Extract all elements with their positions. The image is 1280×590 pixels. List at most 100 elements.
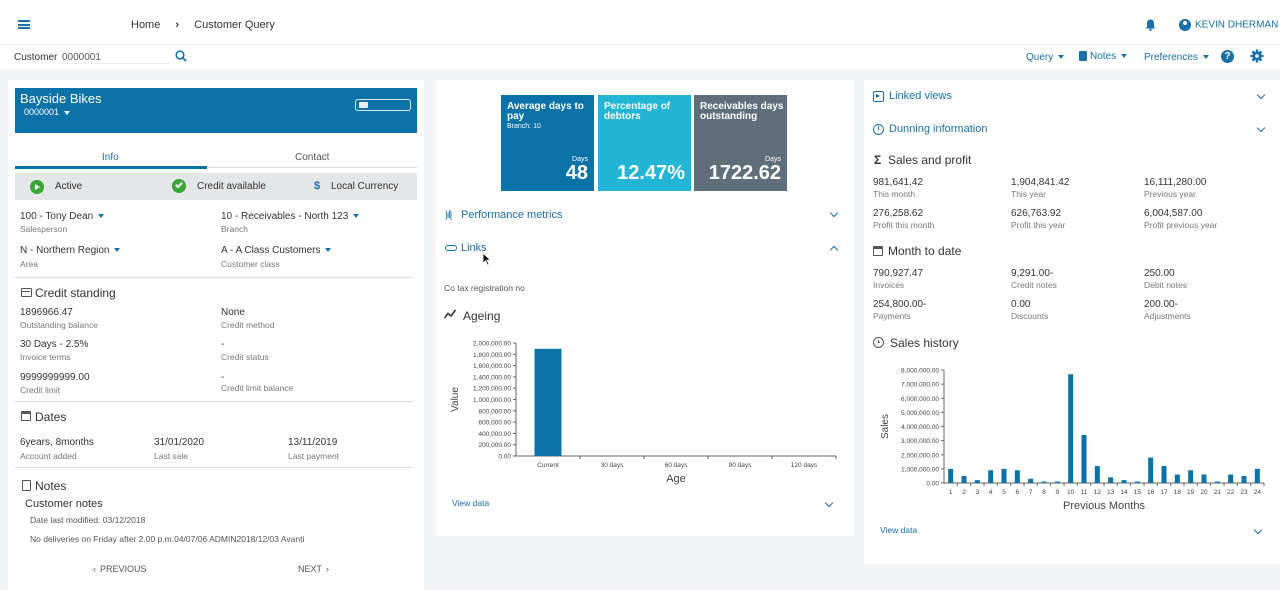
hamburger-icon[interactable] [18, 20, 30, 29]
profit-previous-year-label: Profit previous year [1144, 220, 1218, 230]
chevron-down-icon [325, 248, 332, 253]
user-menu[interactable]: KEVIN DHERMAN [1179, 19, 1278, 31]
search-icon[interactable] [175, 50, 187, 65]
y-tick-label: 0.00 [926, 481, 939, 488]
salesperson-label: Salesperson [20, 224, 68, 234]
discounts-label: Discounts [1011, 311, 1049, 321]
bar [1188, 470, 1194, 483]
chevron-right-icon: › [326, 564, 330, 574]
link-icon [445, 245, 457, 251]
sales-view-data-link[interactable]: View data [880, 525, 918, 535]
chevron-up-icon[interactable] [829, 245, 839, 255]
tile-value: 48 [565, 162, 588, 184]
customer-class-label: Customer class [221, 259, 280, 269]
metrics-panel: Average days to pay Branch: 10 Days 48 P… [436, 80, 854, 536]
y-tick-label: 8,000,000.00 [901, 368, 939, 375]
tile-average-days-to-pay[interactable]: Average days to pay Branch: 10 Days 48 [501, 95, 594, 191]
chevron-down-icon [1202, 55, 1209, 60]
x-tick-label: 7 [1029, 489, 1033, 496]
area-label: Area [20, 259, 38, 269]
tile-value: 1722.62 [708, 162, 781, 184]
query-menu[interactable]: Query [1026, 52, 1065, 63]
area-dropdown[interactable]: N - Northern Region [20, 245, 121, 256]
notes-menu[interactable]: Notes [1079, 51, 1128, 62]
x-tick-label: 20 [1200, 489, 1208, 496]
performance-icon: |ıl| [445, 210, 452, 221]
gear-icon[interactable] [1250, 49, 1264, 66]
sales-profit-title: Sales and profit [888, 153, 972, 167]
previous-label: PREVIOUS [100, 564, 147, 574]
chevron-down-icon[interactable] [1256, 90, 1266, 100]
last-sale-label: Last sale [154, 451, 189, 461]
breadcrumb-home[interactable]: Home [131, 19, 161, 31]
preferences-menu[interactable]: Preferences [1144, 52, 1209, 63]
customer-class-dropdown[interactable]: A - A Class Customers [221, 245, 332, 256]
y-tick-label: 400,000.00 [478, 431, 511, 438]
tile-title: Average days to pay [507, 101, 584, 122]
chevron-down-icon [98, 214, 105, 219]
notes-text: No deliveries on Friday after 2.00 p.m.0… [30, 534, 305, 544]
profit-this-month-label: Profit this month [873, 220, 935, 230]
credit-limit-balance-label: Credit limit balance [221, 383, 294, 393]
customer-search-input[interactable]: 0000001 [62, 52, 170, 64]
x-tick-label: 11 [1081, 489, 1088, 496]
x-tick-label: 4 [989, 489, 993, 496]
branch-dropdown[interactable]: 10 - Receivables - North 123 [221, 211, 360, 222]
x-tick-label: 24 [1254, 489, 1262, 496]
notes-subtitle: Customer notes [25, 498, 103, 510]
chevron-down-icon[interactable] [1253, 525, 1263, 535]
chevron-down-icon[interactable] [824, 498, 834, 508]
salesperson-dropdown[interactable]: 100 - Tony Dean [20, 211, 105, 222]
invoices-value: 790,927.47 [873, 268, 924, 279]
bar [534, 348, 562, 456]
next-button[interactable]: NEXT › [298, 564, 329, 574]
customer-toggle[interactable] [355, 99, 411, 111]
customer-code-dropdown[interactable]: 0000001 [24, 107, 71, 117]
x-tick-label: 13 [1107, 489, 1115, 496]
bar [1014, 470, 1020, 483]
links-header[interactable]: Links [461, 242, 487, 254]
tile-receivables-days[interactable]: Receivables days outstanding Days 1722.6… [694, 95, 787, 191]
y-tick-label: 1,000,000.00 [901, 466, 939, 473]
chevron-down-icon[interactable] [829, 208, 839, 218]
top-bar: Home › Customer Query KEVIN DHERMAN [0, 0, 1280, 44]
performance-metrics-header[interactable]: Performance metrics [461, 209, 563, 221]
dunning-information-header[interactable]: Dunning information [889, 123, 988, 135]
query-label: Query [1026, 52, 1054, 63]
ageing-view-data-link[interactable]: View data [452, 498, 490, 508]
tab-info[interactable]: Info [102, 152, 119, 163]
bar [1028, 478, 1034, 483]
account-added-value: 6years, 8months [20, 437, 94, 448]
y-tick-label: 2,000,000.00 [473, 341, 511, 348]
bell-icon[interactable] [1145, 19, 1156, 31]
y-tick-label: 0.00 [498, 454, 511, 461]
sales-this-year-label: This year [1011, 189, 1046, 199]
bar [1134, 481, 1140, 483]
tab-contact[interactable]: Contact [295, 152, 330, 163]
x-axis-label: Age [666, 473, 686, 485]
notes-icon [22, 480, 31, 491]
ageing-chart: 2,000,000.00 1,800,000.00 1,600,000.00 1,40… [450, 341, 837, 485]
divider [15, 467, 413, 468]
x-tick-label: 17 [1160, 489, 1168, 496]
active-status: Active [55, 181, 83, 192]
x-tick-label: 5 [1002, 489, 1006, 496]
y-tick-label: 3,000,000.00 [901, 438, 939, 445]
x-tick-label: Current [537, 462, 559, 469]
x-tick-label: 30 days [601, 462, 625, 469]
credit-notes-label: Credit notes [1011, 280, 1057, 290]
credit-standing-title: Credit standing [35, 286, 116, 300]
x-tick-label: 2 [962, 489, 966, 496]
help-icon[interactable]: ? [1221, 50, 1234, 63]
bar [1094, 466, 1100, 483]
tile-percentage-of-debtors[interactable]: Percentage of debtors 12.47% [598, 95, 691, 191]
previous-button[interactable]: ‹ PREVIOUS [93, 564, 147, 574]
active-status-icon [30, 180, 44, 194]
linked-views-header[interactable]: Linked views [889, 90, 952, 102]
sigma-icon: Σ [874, 153, 882, 167]
payments-label: Payments [873, 311, 911, 321]
chevron-down-icon[interactable] [1256, 123, 1266, 133]
y-axis-label: Value [450, 387, 461, 412]
chevron-down-icon [114, 248, 121, 253]
credit-status: Credit available [197, 181, 266, 192]
